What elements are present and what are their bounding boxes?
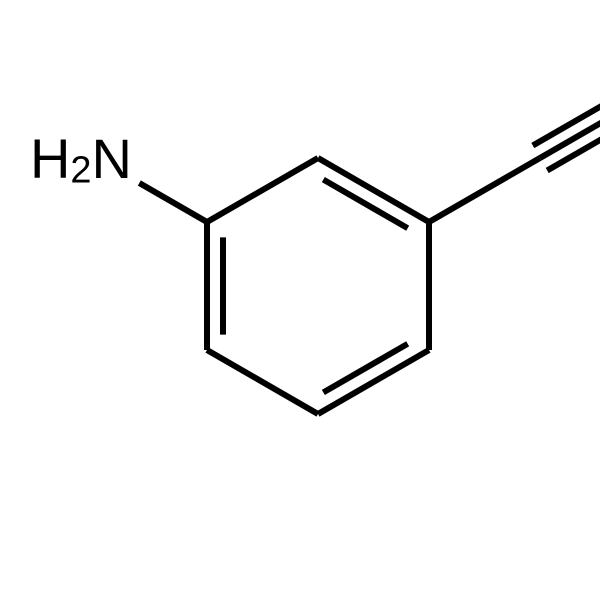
bond-line: [429, 158, 540, 222]
bond-line: [318, 350, 429, 414]
bond-line: [207, 158, 318, 222]
bond-line: [139, 183, 207, 222]
bond-line: [207, 350, 318, 414]
bond-line: [318, 158, 429, 222]
bond-line: [533, 82, 600, 146]
amine-label: H2N: [30, 127, 132, 192]
molecule-diagram: H2N: [30, 82, 600, 414]
